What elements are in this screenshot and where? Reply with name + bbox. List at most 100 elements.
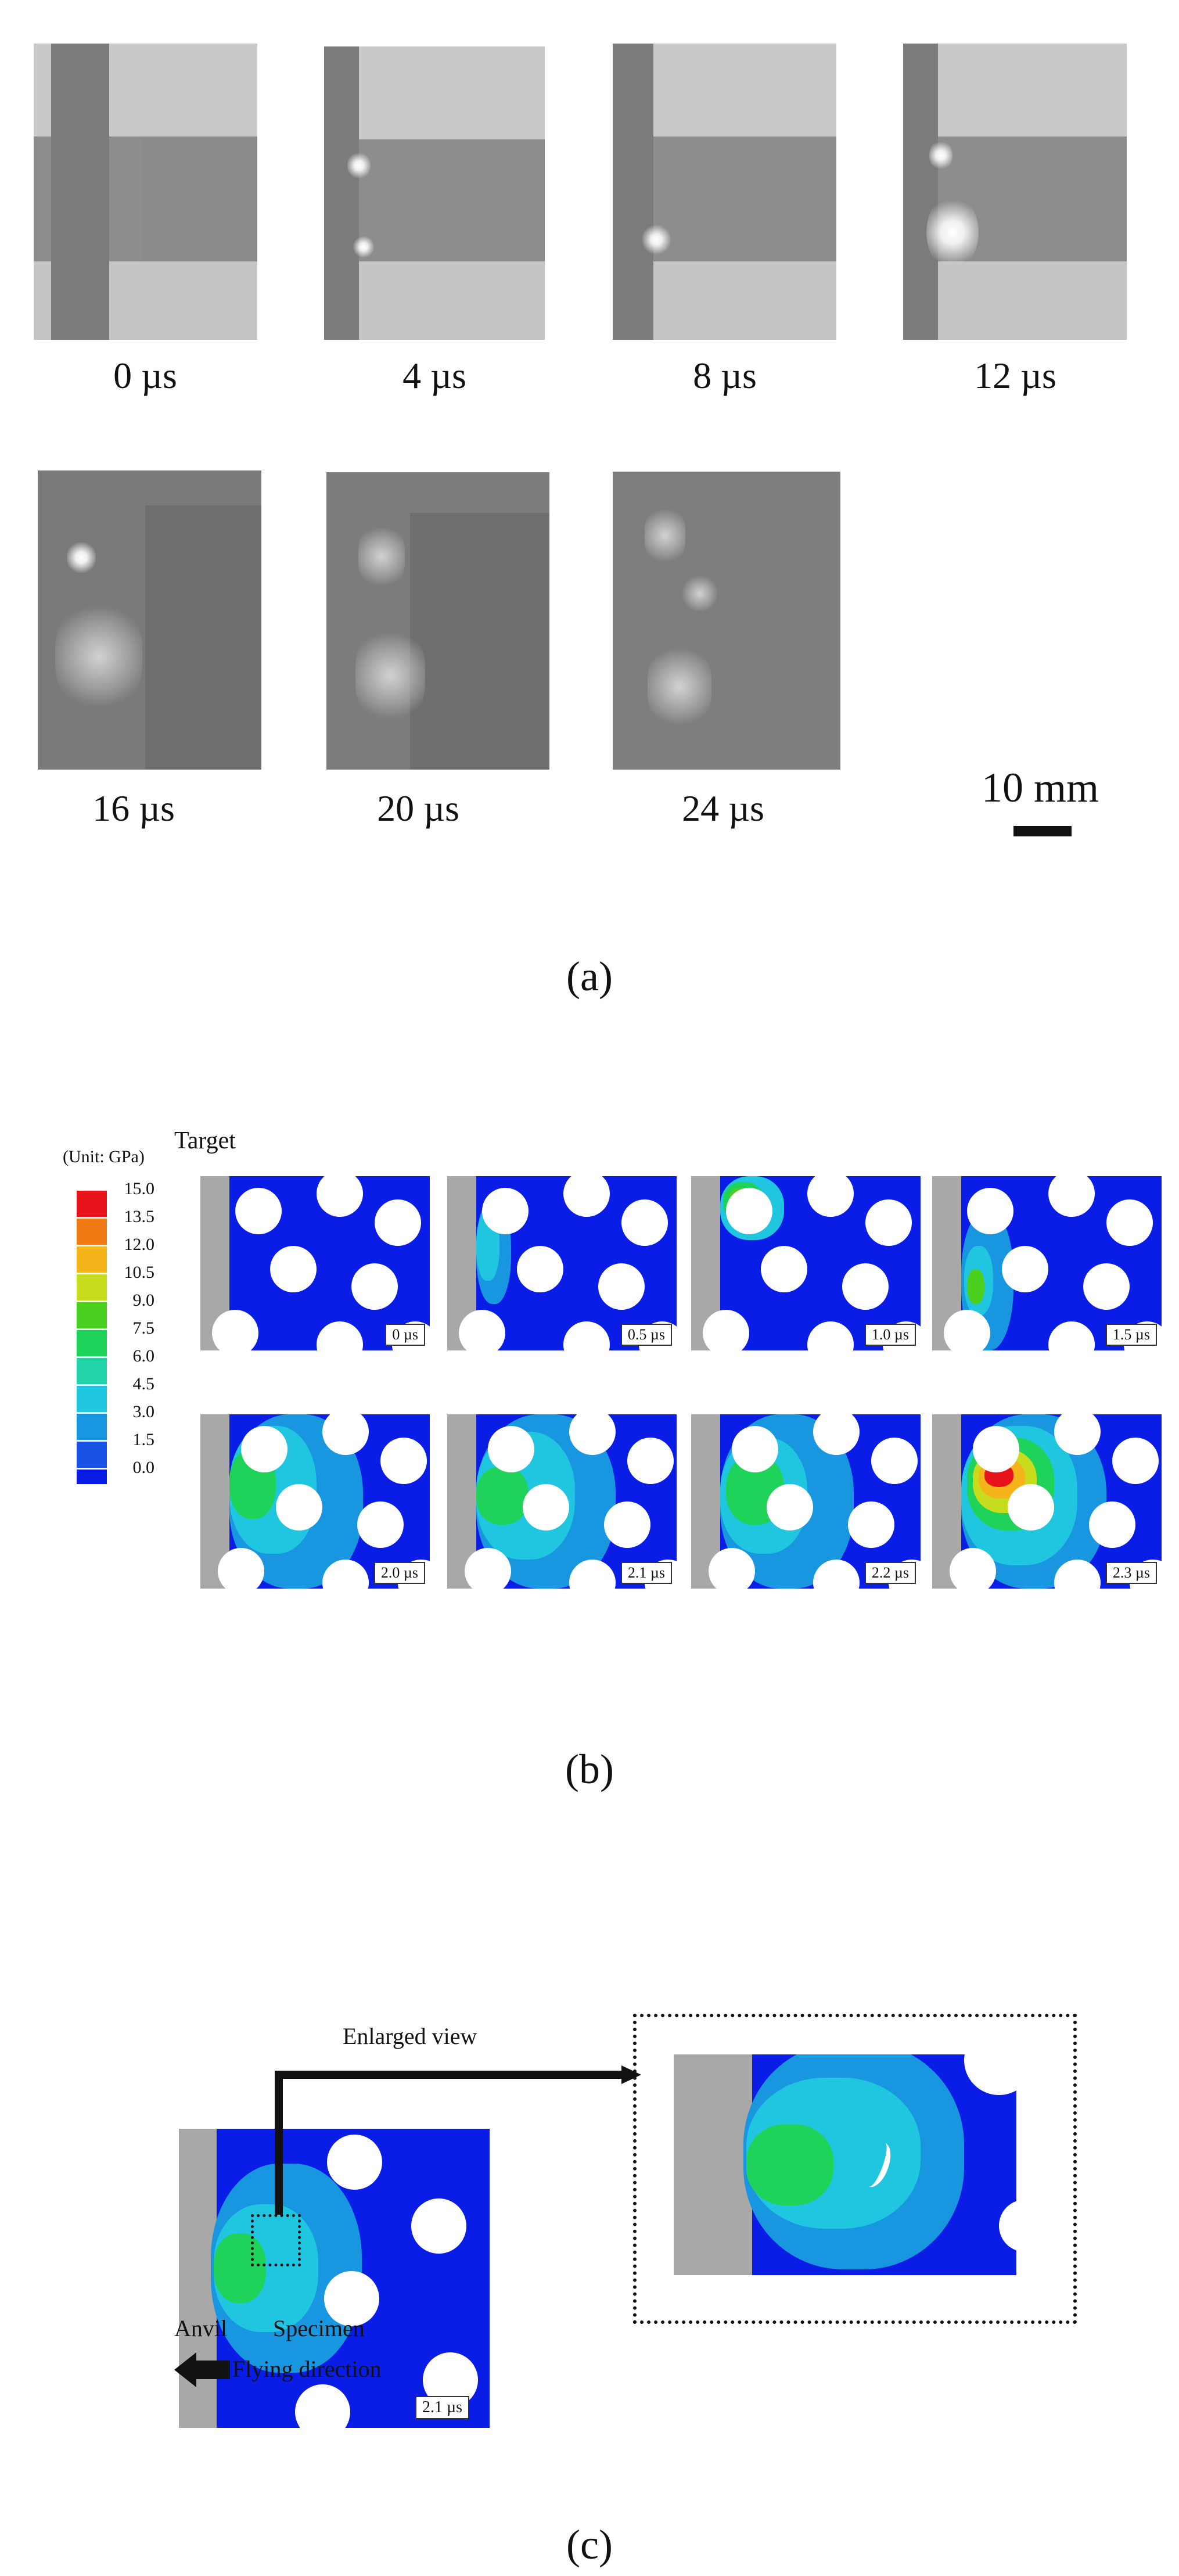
time-box: 2.2 µs <box>864 1562 916 1584</box>
legend-swatch <box>77 1358 107 1384</box>
contour-frame: 0 µs <box>200 1176 430 1350</box>
pore-hole <box>1048 1321 1095 1350</box>
pore-hole <box>563 1176 610 1217</box>
pore-hole <box>807 1321 854 1350</box>
pore-hole <box>842 1263 889 1310</box>
pore-hole <box>627 1438 674 1484</box>
photo-frame-4us <box>324 46 545 340</box>
legend-swatch <box>77 1414 107 1440</box>
pore-hole <box>813 1414 860 1455</box>
legend-swatch <box>77 1274 107 1300</box>
pore-hole <box>848 1501 894 1548</box>
time-box-small: 2.1 µs <box>415 2396 470 2419</box>
pore-hole <box>317 1321 363 1350</box>
contour-frame: 0.5 µs <box>447 1176 677 1350</box>
legend-swatch <box>77 1246 107 1273</box>
time-label-0us: 0 µs <box>113 355 177 396</box>
legend-swatch <box>77 1302 107 1328</box>
pore-hole <box>235 1188 282 1234</box>
legend-value: 12.0 <box>124 1235 155 1254</box>
flying-arrow-icon <box>174 2352 196 2387</box>
contour-frame: 2.3 µs <box>932 1414 1162 1589</box>
time-box: 0.5 µs <box>620 1324 672 1346</box>
photo-frame-24us <box>613 472 840 770</box>
flying-arrow-shaft <box>195 2361 230 2379</box>
legend-value: 9.0 <box>132 1291 155 1310</box>
pore-hole <box>218 1548 264 1589</box>
pore-hole <box>322 1414 369 1455</box>
time-label-12us: 12 µs <box>974 355 1056 396</box>
legend-value: 15.0 <box>124 1179 155 1198</box>
pore-hole <box>276 1484 322 1530</box>
pore-hole <box>212 1310 258 1350</box>
legend-swatch <box>77 1219 107 1245</box>
legend-value: 7.5 <box>132 1318 155 1338</box>
pore-hole <box>761 1246 807 1292</box>
pore-hole <box>569 1414 616 1455</box>
pore-hole <box>1106 1199 1153 1246</box>
time-box: 2.3 µs <box>1105 1562 1157 1584</box>
legend-value: 4.5 <box>132 1374 155 1393</box>
pore-hole <box>1089 1501 1135 1548</box>
legend-value: 13.5 <box>124 1207 155 1226</box>
enlarged-view-label: Enlarged view <box>343 2023 477 2049</box>
photo-frame-16us <box>38 470 261 770</box>
photo-frame-8us <box>613 44 836 340</box>
time-box: 0 µs <box>385 1324 425 1346</box>
time-label-24us: 24 µs <box>682 788 764 829</box>
caption-c: (c) <box>566 2521 613 2568</box>
unit-label: (Unit: GPa) <box>63 1147 145 1166</box>
pore-hole <box>517 1246 563 1292</box>
legend-value: 6.0 <box>132 1346 155 1366</box>
legend-value: 1.5 <box>132 1430 155 1449</box>
contour-frame: 1.5 µs <box>932 1176 1162 1350</box>
photo-frame-20us <box>326 472 549 770</box>
contour-frame-enlarged <box>674 2054 1016 2275</box>
photo-frame-12us <box>903 44 1127 340</box>
legend-value: 0.0 <box>132 1458 155 1477</box>
pore-hole <box>1002 1246 1048 1292</box>
pore-hole <box>865 1199 912 1246</box>
zoom-box <box>251 2214 301 2266</box>
time-box: 1.5 µs <box>1105 1324 1157 1346</box>
time-label-16us: 16 µs <box>92 788 175 829</box>
specimen-label: Specimen <box>273 2315 365 2341</box>
pore-hole <box>871 1438 918 1484</box>
connector-vertical <box>275 2071 283 2215</box>
pore-hole <box>465 1548 511 1589</box>
scale-bar-label: 10 mm <box>982 764 1099 811</box>
stress-contour <box>967 1269 984 1304</box>
legend-swatch <box>77 1470 107 1484</box>
contour-frame-small <box>179 2129 490 2428</box>
flying-direction-label: Flying direction <box>232 2356 382 2382</box>
contour-frame: 1.0 µs <box>691 1176 921 1350</box>
pore-hole <box>807 1176 854 1217</box>
pore-hole <box>241 1426 287 1472</box>
pore-hole <box>1083 1263 1130 1310</box>
time-label-8us: 8 µs <box>693 355 757 396</box>
pore-hole <box>950 1548 996 1589</box>
legend-swatch <box>77 1442 107 1468</box>
anvil-label: Anvil <box>174 2315 228 2341</box>
connector-horizontal <box>275 2071 623 2079</box>
pore-hole <box>317 1176 363 1217</box>
pore-hole <box>621 1199 668 1246</box>
target-label: Target <box>174 1127 236 1154</box>
pore-hole <box>703 1310 749 1350</box>
pore-hole <box>598 1263 645 1310</box>
time-box: 2.1 µs <box>620 1562 672 1584</box>
pore-hole <box>1008 1484 1054 1530</box>
photo-frame-0us <box>34 44 257 340</box>
legend-swatch <box>77 1330 107 1356</box>
pore-hole <box>604 1501 650 1548</box>
pore-hole <box>482 1188 529 1234</box>
pore-hole <box>488 1426 534 1472</box>
contour-frame: 2.2 µs <box>691 1414 921 1589</box>
pore-hole <box>973 1426 1019 1472</box>
pore-hole <box>563 1321 610 1350</box>
pore-hole <box>270 1246 317 1292</box>
stress-contour <box>476 1467 529 1525</box>
time-box: 1.0 µs <box>864 1324 916 1346</box>
pore-hole <box>944 1310 990 1350</box>
pore-hole <box>459 1310 505 1350</box>
